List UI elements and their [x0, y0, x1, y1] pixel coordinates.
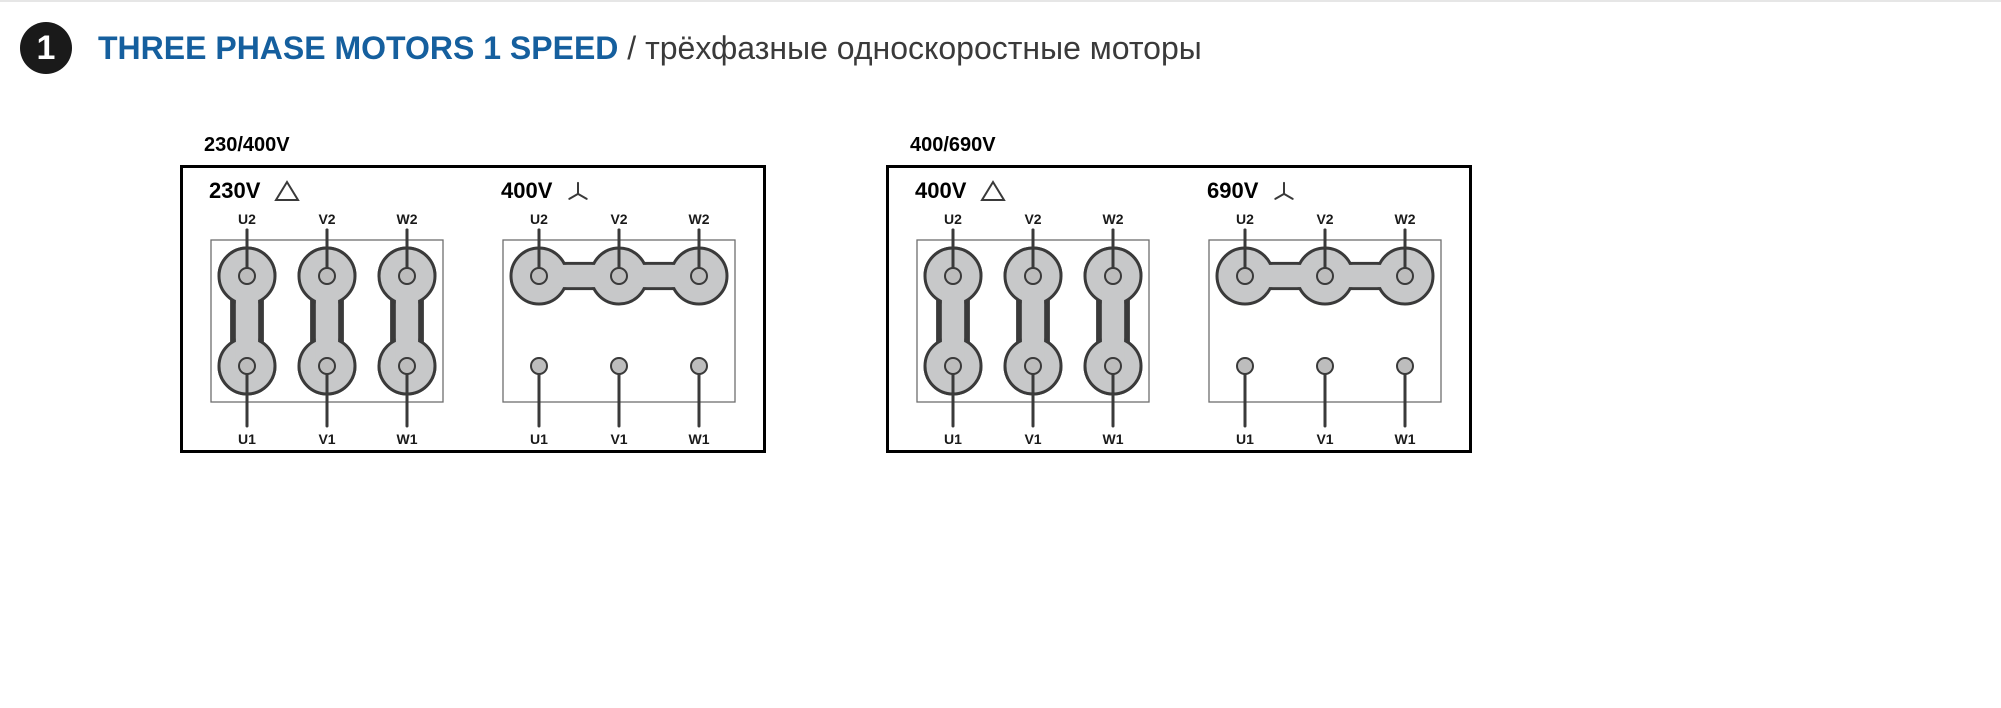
section-title: THREE PHASE MOTORS 1 SPEED / трёхфазные … [98, 30, 1202, 67]
svg-text:V2: V2 [610, 211, 627, 227]
svg-text:V2: V2 [1024, 211, 1041, 227]
section-header: 1 THREE PHASE MOTORS 1 SPEED / трёхфазны… [0, 0, 2001, 94]
group-caption: 230/400V [204, 134, 766, 157]
wiring-star-diagram: U2 U1 V2 V1 W2 W1 [1199, 210, 1451, 450]
section-title-ru: трёхфазные односкоростные моторы [645, 30, 1202, 66]
svg-text:U2: U2 [944, 211, 962, 227]
svg-text:W2: W2 [1395, 211, 1416, 227]
svg-text:W1: W1 [397, 431, 418, 447]
section-number: 1 [37, 29, 56, 68]
wiring-header: 400V [907, 178, 1159, 204]
svg-text:W1: W1 [689, 431, 710, 447]
wiring-delta-diagram: U2 U1 V2 V1 W2 W1 [201, 210, 453, 450]
svg-text:U1: U1 [530, 431, 548, 447]
panel-group: 230/400V 230V U2 U1 V2 V1 W2 W1 400V U2 U1 V2 V1 W2 W1 [180, 134, 766, 453]
panel-box: 400V U2 U1 V2 V1 W2 W1 690V U2 U1 V2 V1 W2 W1 [886, 165, 1472, 453]
wiring-voltage: 230V [209, 178, 260, 204]
section-number-badge: 1 [20, 22, 72, 74]
svg-text:U2: U2 [1236, 211, 1254, 227]
svg-text:V1: V1 [610, 431, 627, 447]
wiring-voltage: 400V [501, 178, 552, 204]
wiring-voltage: 690V [1207, 178, 1258, 204]
svg-text:U2: U2 [530, 211, 548, 227]
svg-text:V1: V1 [1024, 431, 1041, 447]
svg-text:W1: W1 [1103, 431, 1124, 447]
wiring-panel: 400V U2 U1 V2 V1 W2 W1 [493, 178, 745, 450]
wiring-panel: 690V U2 U1 V2 V1 W2 W1 [1199, 178, 1451, 450]
svg-text:V1: V1 [318, 431, 335, 447]
svg-text:U1: U1 [944, 431, 962, 447]
wiring-voltage: 400V [915, 178, 966, 204]
section-title-sep: / [618, 30, 645, 66]
svg-text:W2: W2 [397, 211, 418, 227]
svg-text:U1: U1 [1236, 431, 1254, 447]
svg-text:V1: V1 [1316, 431, 1333, 447]
delta-icon [274, 180, 300, 202]
wiring-panel: 230V U2 U1 V2 V1 W2 W1 [201, 178, 453, 450]
star-icon [1272, 179, 1296, 203]
section-title-en: THREE PHASE MOTORS 1 SPEED [98, 30, 618, 66]
wiring-panel: 400V U2 U1 V2 V1 W2 W1 [907, 178, 1159, 450]
panel-group: 400/690V 400V U2 U1 V2 V1 W2 W1 690V U2 U1 V2 V1 W2 W1 [886, 134, 1472, 453]
diagram-panels: 230/400V 230V U2 U1 V2 V1 W2 W1 400V U2 U1 V2 V1 W2 W1… [0, 94, 2001, 493]
svg-text:W2: W2 [689, 211, 710, 227]
wiring-delta-diagram: U2 U1 V2 V1 W2 W1 [907, 210, 1159, 450]
star-icon [566, 179, 590, 203]
svg-text:U1: U1 [238, 431, 256, 447]
svg-text:W1: W1 [1395, 431, 1416, 447]
wiring-header: 400V [493, 178, 745, 204]
panel-box: 230V U2 U1 V2 V1 W2 W1 400V U2 U1 V2 V1 W2 W1 [180, 165, 766, 453]
page: 1 THREE PHASE MOTORS 1 SPEED / трёхфазны… [0, 0, 2001, 493]
wiring-star-diagram: U2 U1 V2 V1 W2 W1 [493, 210, 745, 450]
svg-text:V2: V2 [318, 211, 335, 227]
svg-text:V2: V2 [1316, 211, 1333, 227]
svg-text:U2: U2 [238, 211, 256, 227]
group-caption: 400/690V [910, 134, 1472, 157]
wiring-header: 690V [1199, 178, 1451, 204]
delta-icon [980, 180, 1006, 202]
wiring-header: 230V [201, 178, 453, 204]
svg-text:W2: W2 [1103, 211, 1124, 227]
